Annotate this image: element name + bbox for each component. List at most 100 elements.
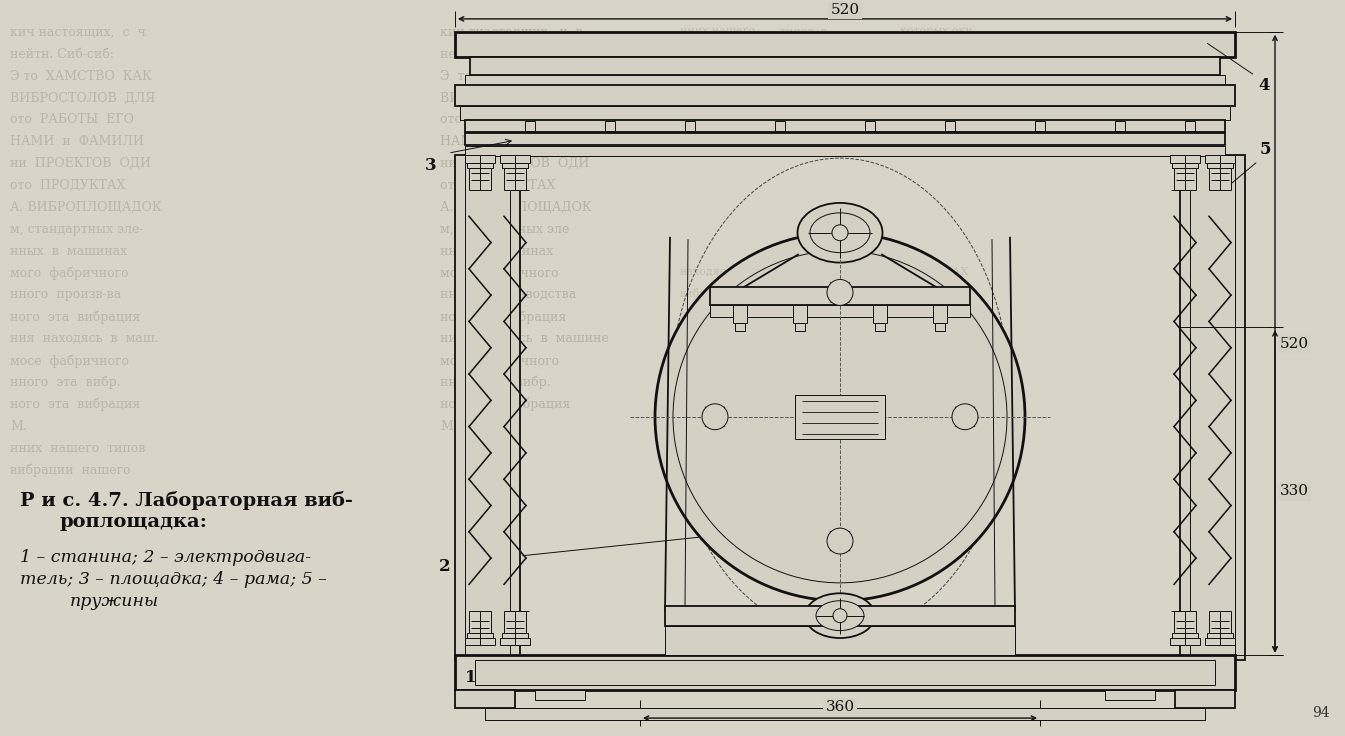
Circle shape [833, 609, 847, 623]
Text: ного эта  вибрация: ного эта вибрация [440, 311, 566, 324]
Text: двиг.: двиг. [780, 311, 810, 320]
Bar [1036, 121, 1045, 131]
Text: 94: 94 [1313, 706, 1330, 720]
Bar [873, 305, 886, 323]
Text: нного  произв-ва: нного произв-ва [9, 289, 121, 302]
Bar [460, 107, 1229, 121]
Text: 4: 4 [1258, 77, 1270, 93]
Bar [465, 133, 1225, 145]
Text: нии  ПРОЕКТОВ  ОДИ: нии ПРОЕКТОВ ОДИ [440, 158, 589, 170]
Text: нних нашего: нних нашего [681, 26, 755, 36]
Bar [605, 121, 615, 131]
Circle shape [952, 404, 978, 430]
Bar [486, 708, 1205, 720]
Text: 360: 360 [826, 700, 854, 714]
Bar [525, 121, 535, 131]
Bar [1206, 163, 1233, 168]
Text: ного  эта  вибрация: ного эта вибрация [440, 398, 570, 411]
Bar [455, 32, 1235, 57]
Bar [734, 323, 745, 331]
Text: А. ВИБРОПЛОЩАДОК: А. ВИБРОПЛОЩАДОК [9, 201, 161, 214]
Text: нашего: нашего [780, 289, 823, 298]
Text: 1 – станина; 2 – электродвига-: 1 – станина; 2 – электродвига- [20, 549, 311, 566]
Text: НАМИ  и  ФАМИЛИ: НАМИ и ФАМИЛИ [440, 135, 574, 148]
Text: м, стандартных эле-: м, стандартных эле- [9, 223, 144, 236]
Bar [664, 606, 1015, 626]
Bar [465, 74, 1225, 85]
Bar [1115, 121, 1124, 131]
Ellipse shape [810, 213, 870, 252]
Text: Стан.: Стан. [681, 332, 712, 342]
Ellipse shape [798, 203, 882, 263]
Bar [795, 323, 806, 331]
Bar [502, 632, 529, 637]
Bar [1174, 168, 1196, 190]
Text: ото  РАБОТЫ  ЕГО: ото РАБОТЫ ЕГО [440, 113, 564, 127]
Text: мосе  фабричного: мосе фабричного [440, 354, 560, 367]
Circle shape [827, 280, 853, 305]
Text: кич тнастоящих,  ч. в.: кич тнастоящих, ч. в. [440, 26, 586, 39]
Text: 5: 5 [1260, 141, 1271, 158]
Text: ного  эта  вибрация: ного эта вибрация [9, 311, 140, 324]
Bar [1209, 168, 1231, 190]
Bar [733, 305, 746, 323]
Bar [1171, 632, 1198, 637]
Bar [465, 146, 1225, 156]
Text: В: В [780, 266, 788, 277]
Text: ото  РАБОТЫ  ЕГО: ото РАБОТЫ ЕГО [9, 113, 134, 127]
Text: ни  ПРОЕКТОВ  ОДИ: ни ПРОЕКТОВ ОДИ [9, 158, 151, 170]
Text: НАМИ  и  ФАМИЛИ: НАМИ и ФАМИЛИ [9, 135, 144, 148]
Text: типов: типов [900, 289, 933, 298]
Bar [455, 85, 1235, 107]
Text: В: В [900, 332, 908, 342]
Bar [794, 305, 807, 323]
Text: м, стандартных эле: м, стандартных эле [440, 223, 569, 236]
Bar [455, 690, 515, 708]
Text: нного  эта  вибр.: нного эта вибр. [9, 376, 121, 389]
Circle shape [672, 251, 1007, 583]
Text: вибрации: вибрации [681, 289, 736, 300]
Text: 330: 330 [1280, 484, 1309, 498]
Text: роплощадка:: роплощадка: [61, 513, 208, 531]
Text: типов, в: типов, в [780, 26, 827, 36]
Text: которых оку: которых оку [900, 26, 972, 36]
Bar [1106, 690, 1155, 700]
Text: мого  фабричного: мого фабричного [440, 266, 558, 280]
Ellipse shape [816, 601, 863, 631]
Bar [465, 155, 495, 163]
Text: ото  ПРОДУКТАХ: ото ПРОДУКТАХ [9, 179, 125, 192]
Text: мосе  фабричного: мосе фабричного [9, 354, 129, 367]
Text: мого  фабричного: мого фабричного [9, 266, 129, 280]
Bar [455, 155, 521, 660]
Bar [1174, 611, 1196, 632]
Bar [685, 121, 695, 131]
Text: Р и с. 4.7. Лабораторная виб-: Р и с. 4.7. Лабораторная виб- [20, 492, 352, 510]
Text: нейтн. Сиб-сиб:: нейтн. Сиб-сиб: [9, 48, 114, 61]
Bar [502, 163, 529, 168]
Bar [455, 656, 1235, 690]
Bar [469, 168, 491, 190]
Text: ВИБРОСТОЛОВ  ДЛЯ: ВИБРОСТОЛОВ ДЛЯ [440, 91, 585, 105]
Bar [535, 690, 585, 700]
Text: ото  ПРОДУКТАХ: ото ПРОДУКТАХ [440, 179, 555, 192]
Circle shape [702, 404, 728, 430]
Text: нного  эта  вибр.: нного эта вибр. [440, 376, 550, 389]
Text: М.: М. [9, 420, 27, 433]
Bar [933, 305, 947, 323]
Text: тель; 3 – площадка; 4 – рама; 5 –: тель; 3 – площадка; 4 – рама; 5 – [20, 571, 327, 588]
Circle shape [655, 233, 1025, 601]
Bar [500, 155, 530, 163]
Bar [1170, 637, 1200, 645]
Bar [1176, 690, 1235, 708]
Text: нейтКИЕ  Фиб-сиб:: нейтКИЕ Фиб-сиб: [440, 48, 566, 61]
Text: ния  находясь  в  маш.: ния находясь в маш. [9, 332, 159, 345]
Text: нных  в  машинах: нных в машинах [9, 244, 128, 258]
Bar [710, 288, 970, 305]
Circle shape [827, 528, 853, 554]
Text: находясь: находясь [780, 332, 833, 342]
Bar [865, 121, 876, 131]
Bar [946, 121, 955, 131]
Bar [1206, 632, 1233, 637]
Text: находясь: находясь [681, 266, 733, 277]
Bar [500, 637, 530, 645]
